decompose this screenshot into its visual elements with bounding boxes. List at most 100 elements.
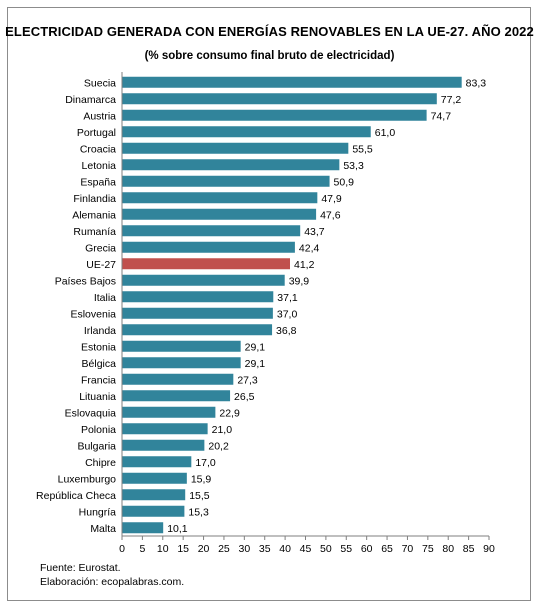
x-tick-label: 55	[340, 543, 352, 555]
chart-subtitle: (% sobre consumo final bruto de electric…	[144, 50, 395, 62]
bar	[122, 357, 241, 369]
category-label: Dinamarca	[65, 94, 116, 106]
bar	[122, 93, 437, 105]
value-label: 37,0	[277, 308, 298, 320]
bar	[122, 225, 301, 237]
bar	[122, 522, 164, 534]
x-tick-label: 45	[300, 543, 312, 555]
value-label: 74,7	[431, 110, 452, 122]
category-label: República Checa	[36, 490, 116, 502]
category-label: Italia	[94, 292, 116, 304]
bar	[122, 472, 187, 484]
credit-note: Elaboración: ecopalabras.com.	[40, 576, 185, 588]
value-label: 17,0	[195, 457, 216, 469]
bar	[122, 406, 216, 418]
category-label: Lituania	[79, 391, 116, 403]
value-label: 20,2	[208, 440, 229, 452]
category-label: Croacia	[80, 143, 116, 155]
bar	[122, 258, 290, 270]
bar	[122, 109, 427, 121]
x-tick-label: 60	[361, 543, 373, 555]
chart-title: ELECTRICIDAD GENERADA CON ENERGÍAS RENOV…	[5, 24, 534, 39]
value-label: 42,4	[299, 242, 320, 254]
category-label: Eslovenia	[70, 308, 116, 320]
x-tick-label: 5	[139, 543, 145, 555]
value-label: 37,1	[277, 292, 298, 304]
bar	[122, 324, 273, 336]
source-note: Fuente: Eurostat.	[40, 562, 121, 574]
bar	[122, 291, 274, 303]
value-label: 41,2	[294, 259, 315, 271]
value-label: 47,9	[321, 193, 342, 205]
bar	[122, 489, 186, 501]
value-label: 53,3	[343, 160, 364, 172]
category-label: Estonia	[81, 341, 116, 353]
category-label: Finlandia	[73, 193, 116, 205]
value-label: 77,2	[441, 94, 462, 106]
category-label: Suecia	[84, 77, 116, 89]
value-label: 15,5	[189, 490, 210, 502]
bar	[122, 192, 318, 204]
bar	[122, 456, 192, 468]
x-tick-label: 85	[463, 543, 475, 555]
category-label: Letonia	[82, 160, 117, 172]
bar	[122, 340, 241, 352]
category-label: Eslovaquia	[65, 407, 117, 419]
value-label: 22,9	[219, 407, 240, 419]
x-tick-label: 0	[119, 543, 125, 555]
x-tick-label: 70	[402, 543, 414, 555]
value-label: 50,9	[334, 176, 355, 188]
x-tick-label: 65	[381, 543, 393, 555]
value-label: 15,3	[188, 506, 209, 518]
bar	[122, 274, 285, 286]
category-label: Francia	[81, 374, 116, 386]
x-tick-label: 50	[320, 543, 332, 555]
category-label: Irlanda	[84, 325, 116, 337]
bar	[122, 126, 371, 138]
value-label: 26,5	[234, 391, 255, 403]
category-label: Rumanía	[73, 226, 116, 238]
value-label: 21,0	[212, 424, 233, 436]
bar	[122, 307, 273, 319]
x-tick-label: 25	[218, 543, 230, 555]
value-label: 47,6	[320, 209, 341, 221]
category-label: Bulgaria	[77, 440, 116, 452]
bar	[122, 208, 317, 220]
category-label: España	[80, 176, 116, 188]
category-label: Austria	[83, 110, 116, 122]
bar	[122, 439, 205, 451]
category-label: Polonia	[81, 424, 116, 436]
x-tick-label: 80	[442, 543, 454, 555]
value-label: 61,0	[375, 127, 396, 139]
value-label: 27,3	[237, 374, 258, 386]
category-label: Luxemburgo	[58, 473, 117, 485]
value-label: 43,7	[304, 226, 325, 238]
category-label: Hungría	[79, 506, 117, 518]
value-label: 36,8	[276, 325, 297, 337]
x-tick-label: 90	[483, 543, 495, 555]
value-label: 83,3	[466, 77, 487, 89]
x-tick-label: 75	[422, 543, 434, 555]
category-label: Grecia	[85, 242, 116, 254]
value-label: 29,1	[245, 341, 266, 353]
x-tick-label: 30	[238, 543, 250, 555]
category-label: Malta	[90, 523, 116, 535]
bar	[122, 175, 330, 187]
value-label: 15,9	[191, 473, 212, 485]
bar	[122, 373, 234, 385]
x-tick-label: 20	[198, 543, 210, 555]
value-label: 10,1	[167, 523, 188, 535]
bar	[122, 423, 208, 435]
bar	[122, 390, 231, 402]
category-label: Bélgica	[82, 358, 117, 370]
chart-frame	[7, 7, 531, 601]
category-label: Chipre	[85, 457, 116, 469]
bar	[122, 76, 462, 88]
bar	[122, 505, 185, 517]
category-label: Países Bajos	[55, 275, 116, 287]
bar	[122, 142, 349, 154]
x-tick-label: 35	[259, 543, 271, 555]
value-label: 29,1	[245, 358, 266, 370]
bar	[122, 241, 295, 253]
